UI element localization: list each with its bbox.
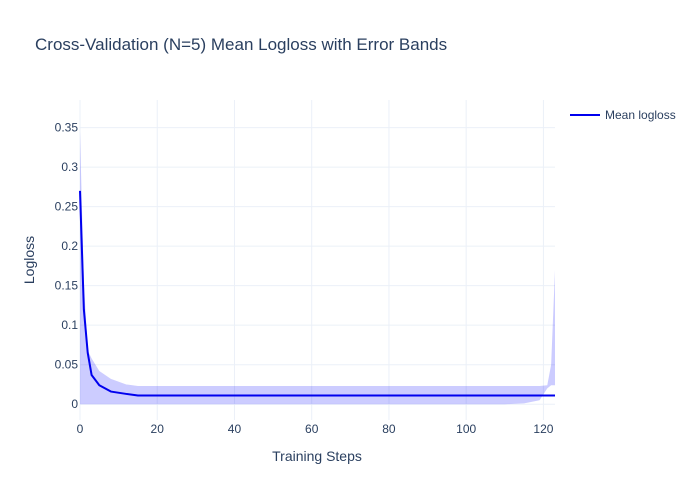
x-tick-label: 120 <box>533 422 553 436</box>
legend-label-mean-logloss: Mean logloss <box>605 108 676 122</box>
chart-title: Cross-Validation (N=5) Mean Logloss with… <box>35 35 447 54</box>
x-tick-label: 20 <box>151 422 165 436</box>
tick-labels: 0 20 40 60 80 100 120 0 0.05 0.1 0.15 0.2 0.25 0.3 0.3… <box>55 121 554 436</box>
grid <box>79 100 555 420</box>
y-tick-label: 0.15 <box>55 279 79 293</box>
series-line-mean-logloss <box>79 190 555 397</box>
y-tick-label: 0.25 <box>55 200 79 214</box>
y-tick-label: 0.3 <box>61 160 78 174</box>
x-tick-label: 40 <box>228 422 242 436</box>
x-tick-label: 60 <box>305 422 319 436</box>
x-tick-label: 80 <box>382 422 396 436</box>
x-tick-label: 0 <box>77 422 84 436</box>
series-layer <box>79 190 555 397</box>
y-tick-label: 0.2 <box>61 239 78 253</box>
y-tick-label: 0.35 <box>55 121 79 135</box>
x-axis-title: Training Steps <box>272 448 362 464</box>
y-tick-label: 0.1 <box>61 318 78 332</box>
y-axis-title: Logloss <box>21 236 37 284</box>
y-tick-label: 0.05 <box>55 358 79 372</box>
y-tick-label: 0 <box>71 397 78 411</box>
legend[interactable]: Mean logloss <box>570 108 676 122</box>
x-tick-label: 100 <box>456 422 476 436</box>
